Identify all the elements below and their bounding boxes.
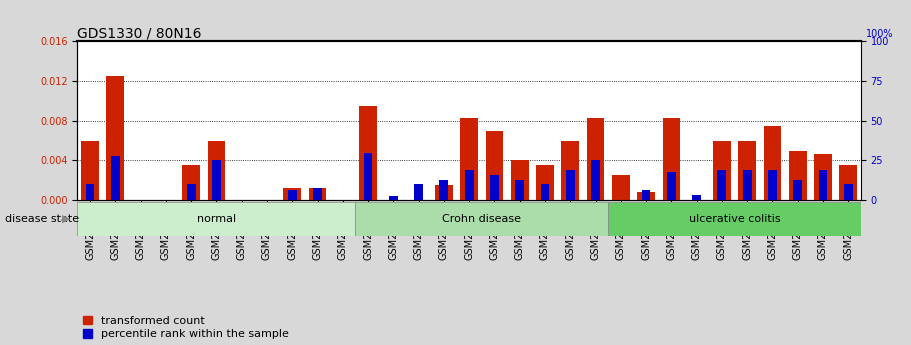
Bar xyxy=(718,170,726,200)
Bar xyxy=(763,126,782,200)
Bar xyxy=(612,175,630,200)
Bar xyxy=(692,195,701,200)
Bar xyxy=(793,180,803,200)
Text: 100%: 100% xyxy=(866,29,894,39)
Text: Crohn disease: Crohn disease xyxy=(443,214,521,224)
Bar xyxy=(768,170,777,200)
Bar xyxy=(713,141,731,200)
Bar xyxy=(212,160,220,200)
Bar xyxy=(839,165,857,200)
Bar xyxy=(566,170,575,200)
Bar xyxy=(511,160,528,200)
Bar xyxy=(355,202,609,236)
Bar xyxy=(742,170,752,200)
Bar xyxy=(415,184,423,200)
Bar xyxy=(667,172,676,200)
Text: GDS1330 / 80N16: GDS1330 / 80N16 xyxy=(77,26,202,40)
Bar xyxy=(641,190,650,200)
Bar xyxy=(662,118,681,200)
Bar xyxy=(187,184,196,200)
Bar xyxy=(789,150,806,200)
Bar xyxy=(363,154,373,200)
Bar xyxy=(844,184,853,200)
Bar xyxy=(313,188,322,200)
Bar xyxy=(111,156,119,200)
Bar xyxy=(288,190,297,200)
Text: disease state: disease state xyxy=(5,214,78,224)
Bar xyxy=(460,118,478,200)
Bar xyxy=(738,141,756,200)
Bar xyxy=(86,184,95,200)
Bar xyxy=(81,141,99,200)
Bar xyxy=(359,106,377,200)
Bar xyxy=(490,175,499,200)
Bar xyxy=(591,160,600,200)
Bar xyxy=(435,185,453,200)
Bar xyxy=(819,170,827,200)
Bar xyxy=(439,180,448,200)
Bar xyxy=(516,180,524,200)
Text: ▶: ▶ xyxy=(62,214,71,224)
Bar xyxy=(309,188,326,200)
Bar xyxy=(389,196,398,200)
Text: ulcerative colitis: ulcerative colitis xyxy=(689,214,781,224)
Bar xyxy=(107,76,124,200)
Legend: transformed count, percentile rank within the sample: transformed count, percentile rank withi… xyxy=(83,316,289,339)
Bar xyxy=(182,165,200,200)
Bar xyxy=(540,184,549,200)
Bar xyxy=(77,202,355,236)
Bar xyxy=(486,131,503,200)
Bar xyxy=(537,165,554,200)
Bar xyxy=(283,188,302,200)
Text: normal: normal xyxy=(197,214,236,224)
Bar xyxy=(208,141,225,200)
Bar xyxy=(609,202,861,236)
Bar xyxy=(637,192,655,200)
Bar xyxy=(814,155,832,200)
Bar xyxy=(561,141,579,200)
Bar xyxy=(465,170,474,200)
Bar xyxy=(587,118,604,200)
